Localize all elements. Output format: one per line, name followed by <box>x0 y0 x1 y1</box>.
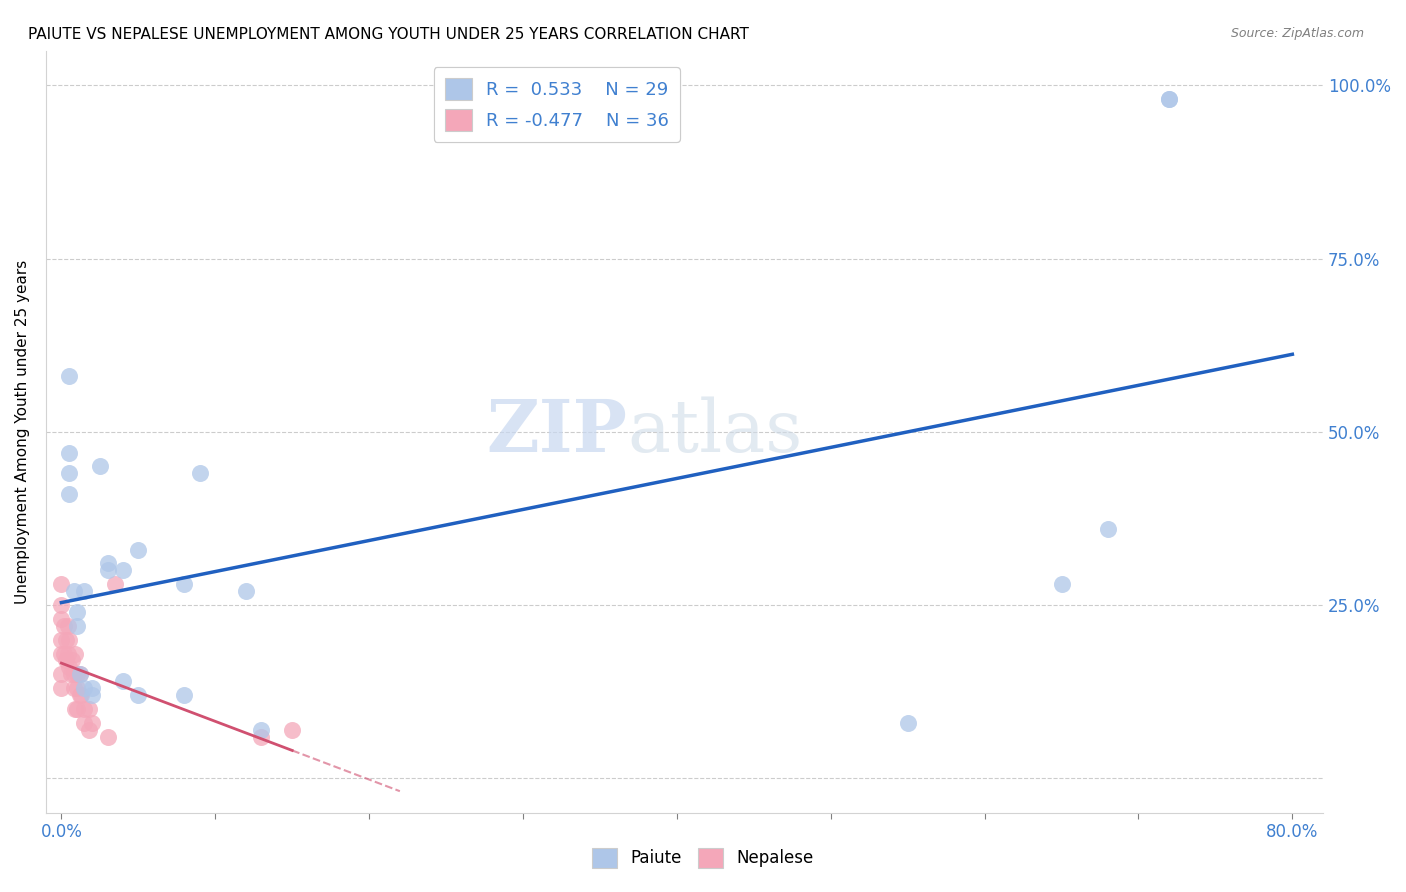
Point <box>51 612 73 626</box>
Text: PAIUTE VS NEPALESE UNEMPLOYMENT AMONG YOUTH UNDER 25 YEARS CORRELATION CHART: PAIUTE VS NEPALESE UNEMPLOYMENT AMONG YO… <box>28 27 749 42</box>
Point <box>51 598 73 612</box>
Point <box>1159 92 1181 106</box>
Point <box>51 632 73 647</box>
Point <box>58 487 80 501</box>
Text: atlas: atlas <box>627 397 803 467</box>
Point <box>55 632 77 647</box>
Point <box>62 584 84 599</box>
Point <box>96 557 118 571</box>
Point <box>66 605 89 619</box>
Point <box>58 632 80 647</box>
Point <box>77 702 100 716</box>
Point <box>69 667 91 681</box>
Point <box>82 715 104 730</box>
Point <box>51 647 73 661</box>
Text: ZIP: ZIP <box>486 396 627 467</box>
Point <box>63 702 86 716</box>
Point <box>173 688 195 702</box>
Point <box>59 667 82 681</box>
Point <box>127 688 149 702</box>
Point <box>51 577 73 591</box>
Point <box>63 647 86 661</box>
Point <box>58 369 80 384</box>
Point <box>111 674 134 689</box>
Point <box>53 647 76 661</box>
Point <box>104 577 127 591</box>
Y-axis label: Unemployment Among Youth under 25 years: Unemployment Among Youth under 25 years <box>15 260 30 604</box>
Point <box>51 667 73 681</box>
Point <box>77 723 100 737</box>
Point <box>69 667 91 681</box>
Point <box>66 702 89 716</box>
Point <box>1097 522 1119 536</box>
Point <box>60 653 83 667</box>
Point <box>96 730 118 744</box>
Point <box>51 681 73 695</box>
Legend: Paiute, Nepalese: Paiute, Nepalese <box>585 841 821 875</box>
Point <box>281 723 304 737</box>
Point <box>89 459 111 474</box>
Point <box>82 688 104 702</box>
Text: Source: ZipAtlas.com: Source: ZipAtlas.com <box>1230 27 1364 40</box>
Point <box>58 660 80 674</box>
Point <box>1050 577 1073 591</box>
Point <box>66 667 89 681</box>
Point <box>73 681 96 695</box>
Point <box>1159 92 1181 106</box>
Point <box>235 584 257 599</box>
Point <box>70 688 93 702</box>
Point <box>53 619 76 633</box>
Point <box>69 688 91 702</box>
Point <box>250 723 273 737</box>
Point <box>188 467 211 481</box>
Point <box>73 584 96 599</box>
Point <box>127 542 149 557</box>
Point <box>62 681 84 695</box>
Point <box>73 715 96 730</box>
Point <box>56 647 79 661</box>
Legend: R =  0.533    N = 29, R = -0.477    N = 36: R = 0.533 N = 29, R = -0.477 N = 36 <box>434 67 681 142</box>
Point <box>96 563 118 577</box>
Point <box>62 667 84 681</box>
Point <box>56 619 79 633</box>
Point <box>173 577 195 591</box>
Point <box>111 563 134 577</box>
Point <box>250 730 273 744</box>
Point <box>58 467 80 481</box>
Point <box>66 681 89 695</box>
Point <box>58 445 80 459</box>
Point <box>55 653 77 667</box>
Point <box>66 619 89 633</box>
Point <box>82 681 104 695</box>
Point <box>897 715 920 730</box>
Point <box>73 702 96 716</box>
